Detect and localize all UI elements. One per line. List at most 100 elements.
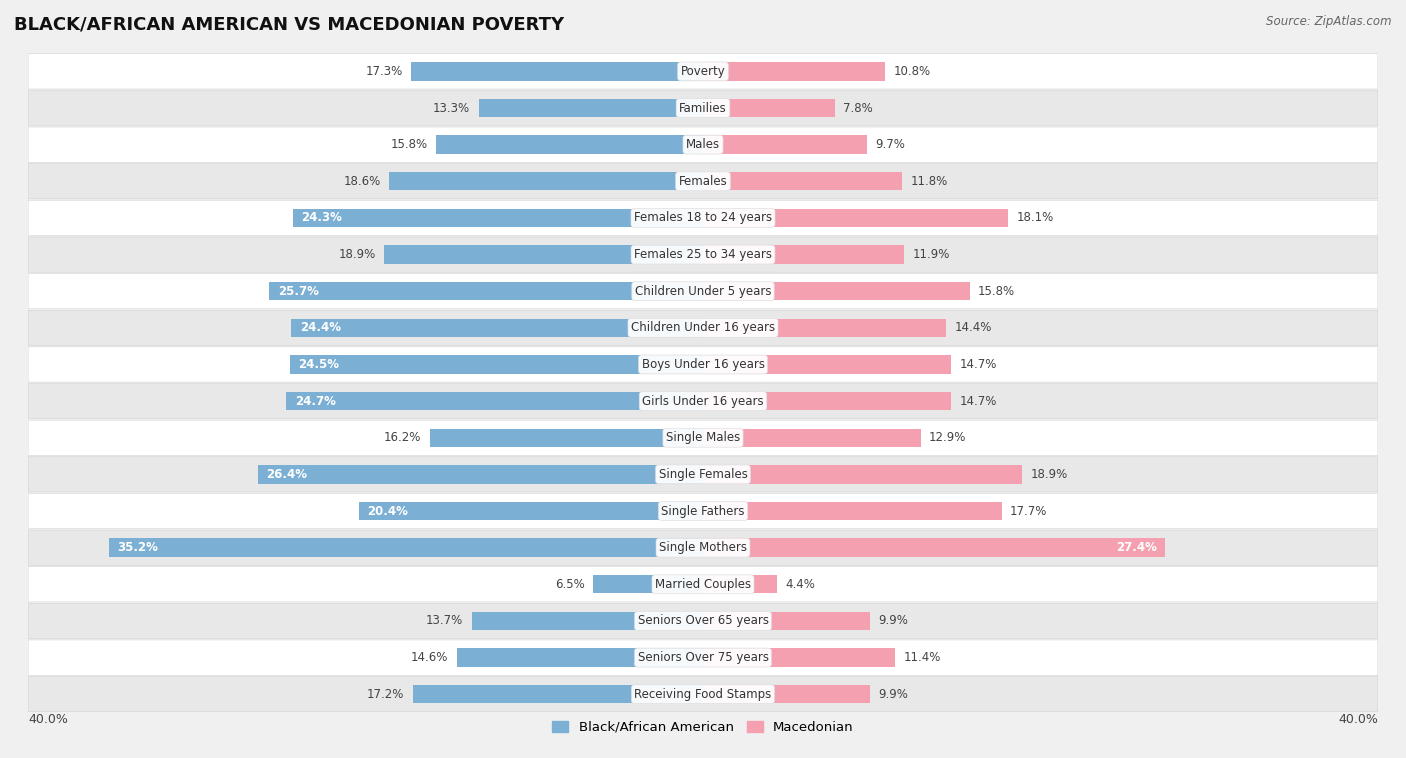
Bar — [703, 648, 896, 667]
FancyBboxPatch shape — [28, 677, 1378, 712]
FancyBboxPatch shape — [28, 640, 1378, 675]
Text: 40.0%: 40.0% — [28, 713, 67, 725]
Text: 11.9%: 11.9% — [912, 248, 949, 261]
Text: Married Couples: Married Couples — [655, 578, 751, 590]
Text: 13.3%: 13.3% — [433, 102, 470, 114]
Text: 7.8%: 7.8% — [844, 102, 873, 114]
Bar — [291, 318, 703, 337]
Text: 12.9%: 12.9% — [929, 431, 966, 444]
FancyBboxPatch shape — [28, 274, 1378, 309]
Bar — [703, 172, 903, 190]
Text: 17.7%: 17.7% — [1010, 505, 1047, 518]
Text: Females 25 to 34 years: Females 25 to 34 years — [634, 248, 772, 261]
FancyBboxPatch shape — [28, 457, 1378, 492]
Text: Single Fathers: Single Fathers — [661, 505, 745, 518]
Text: Single Males: Single Males — [666, 431, 740, 444]
Bar — [593, 575, 703, 594]
Bar — [389, 172, 703, 190]
Text: Females: Females — [679, 175, 727, 188]
Text: Males: Males — [686, 138, 720, 151]
Text: 6.5%: 6.5% — [555, 578, 585, 590]
Text: 18.1%: 18.1% — [1017, 211, 1054, 224]
Bar — [411, 62, 703, 80]
Bar — [457, 648, 703, 667]
Text: 18.9%: 18.9% — [339, 248, 375, 261]
Text: Children Under 5 years: Children Under 5 years — [634, 285, 772, 298]
Bar — [703, 612, 870, 630]
Text: Single Females: Single Females — [658, 468, 748, 481]
FancyBboxPatch shape — [28, 603, 1378, 638]
Text: Receiving Food Stamps: Receiving Food Stamps — [634, 688, 772, 700]
Bar — [703, 538, 1166, 557]
Bar — [290, 356, 703, 374]
Text: 25.7%: 25.7% — [278, 285, 319, 298]
Text: 15.8%: 15.8% — [391, 138, 427, 151]
Text: Seniors Over 75 years: Seniors Over 75 years — [637, 651, 769, 664]
Text: 14.4%: 14.4% — [955, 321, 991, 334]
Text: 10.8%: 10.8% — [894, 65, 931, 78]
Text: 18.9%: 18.9% — [1031, 468, 1067, 481]
Bar — [703, 575, 778, 594]
Text: 16.2%: 16.2% — [384, 431, 422, 444]
Bar — [359, 502, 703, 520]
Text: 40.0%: 40.0% — [1339, 713, 1378, 725]
Bar — [472, 612, 703, 630]
Text: 24.3%: 24.3% — [301, 211, 342, 224]
Bar — [703, 685, 870, 703]
Text: Children Under 16 years: Children Under 16 years — [631, 321, 775, 334]
Bar — [384, 246, 703, 264]
FancyBboxPatch shape — [28, 127, 1378, 162]
Text: 24.7%: 24.7% — [295, 395, 336, 408]
Bar — [703, 246, 904, 264]
Text: 14.6%: 14.6% — [411, 651, 449, 664]
FancyBboxPatch shape — [28, 530, 1378, 565]
Bar — [703, 502, 1001, 520]
FancyBboxPatch shape — [28, 54, 1378, 89]
Text: 11.8%: 11.8% — [911, 175, 948, 188]
Text: Girls Under 16 years: Girls Under 16 years — [643, 395, 763, 408]
Text: Females 18 to 24 years: Females 18 to 24 years — [634, 211, 772, 224]
Text: 9.9%: 9.9% — [879, 615, 908, 628]
Bar — [413, 685, 703, 703]
Bar — [703, 428, 921, 447]
Text: 24.4%: 24.4% — [299, 321, 340, 334]
FancyBboxPatch shape — [28, 200, 1378, 236]
Text: 9.7%: 9.7% — [875, 138, 905, 151]
Text: Source: ZipAtlas.com: Source: ZipAtlas.com — [1267, 15, 1392, 28]
Text: BLACK/AFRICAN AMERICAN VS MACEDONIAN POVERTY: BLACK/AFRICAN AMERICAN VS MACEDONIAN POV… — [14, 15, 564, 33]
FancyBboxPatch shape — [28, 90, 1378, 126]
Text: 20.4%: 20.4% — [367, 505, 408, 518]
FancyBboxPatch shape — [28, 567, 1378, 602]
Text: 35.2%: 35.2% — [118, 541, 159, 554]
FancyBboxPatch shape — [28, 237, 1378, 272]
Text: 4.4%: 4.4% — [786, 578, 815, 590]
Text: 17.3%: 17.3% — [366, 65, 402, 78]
Bar — [478, 99, 703, 117]
Bar — [703, 356, 950, 374]
Bar — [287, 392, 703, 410]
FancyBboxPatch shape — [28, 493, 1378, 528]
Bar — [430, 428, 703, 447]
FancyBboxPatch shape — [28, 384, 1378, 418]
Text: Families: Families — [679, 102, 727, 114]
FancyBboxPatch shape — [28, 310, 1378, 346]
Legend: Black/African American, Macedonian: Black/African American, Macedonian — [547, 716, 859, 739]
Bar — [436, 136, 703, 154]
Bar — [292, 208, 703, 227]
Text: 11.4%: 11.4% — [904, 651, 941, 664]
Bar — [703, 318, 946, 337]
Text: 24.5%: 24.5% — [298, 358, 339, 371]
Text: Single Mothers: Single Mothers — [659, 541, 747, 554]
Bar — [703, 282, 970, 300]
FancyBboxPatch shape — [28, 347, 1378, 382]
Bar — [703, 62, 886, 80]
Text: Poverty: Poverty — [681, 65, 725, 78]
Text: 17.2%: 17.2% — [367, 688, 405, 700]
Text: 18.6%: 18.6% — [343, 175, 381, 188]
Text: 9.9%: 9.9% — [879, 688, 908, 700]
Bar — [703, 465, 1022, 484]
Text: 13.7%: 13.7% — [426, 615, 464, 628]
FancyBboxPatch shape — [28, 164, 1378, 199]
Text: 26.4%: 26.4% — [266, 468, 307, 481]
FancyBboxPatch shape — [28, 420, 1378, 456]
